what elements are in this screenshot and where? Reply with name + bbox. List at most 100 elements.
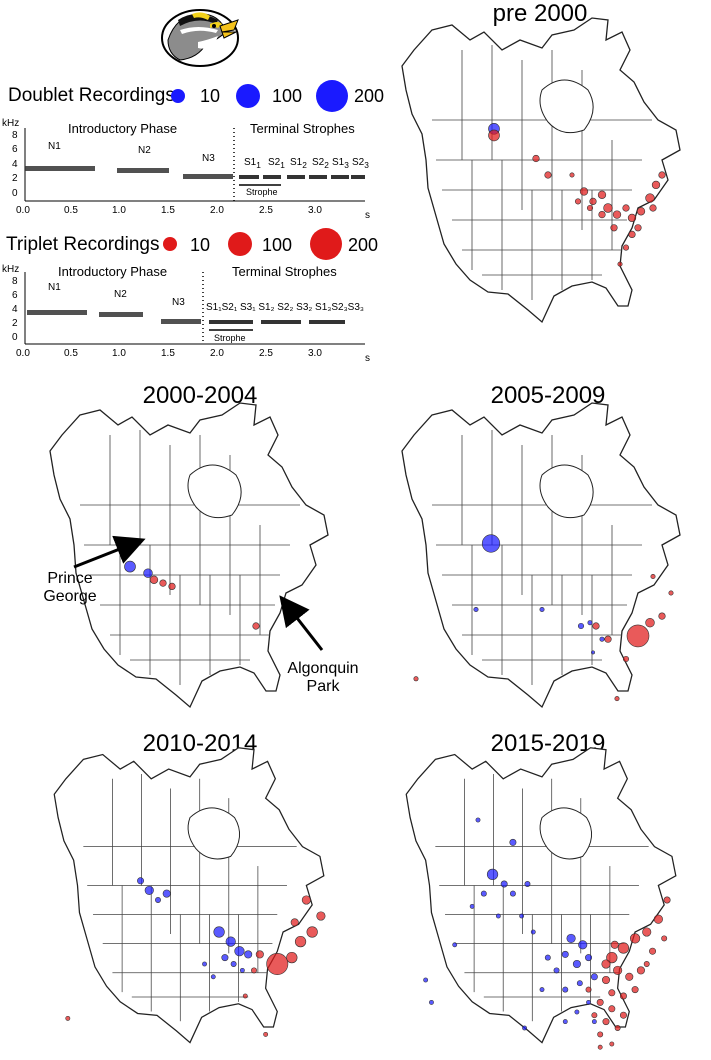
xtick: 1.0: [112, 205, 126, 216]
xtick: 0.5: [64, 348, 78, 359]
triplet-point: [252, 622, 260, 630]
triplet-point: [488, 129, 500, 142]
note-label: N3: [202, 153, 215, 164]
triplet-point: [653, 914, 663, 924]
triplet-point: [613, 965, 623, 975]
doublet-size-10: 10: [200, 86, 221, 106]
triplet-point: [651, 180, 661, 190]
strophe-label: S12: [290, 157, 307, 170]
strophe-label: S11: [244, 157, 261, 170]
strophe-word: Strophe: [246, 187, 278, 197]
triplet-point: [255, 950, 264, 959]
triplet-point: [606, 951, 618, 964]
triplet-point: [591, 1012, 598, 1019]
triplet-point: [619, 1011, 627, 1019]
triplet-point: [649, 204, 657, 212]
triplet-point: [622, 244, 630, 251]
triplet-point: [168, 582, 176, 590]
doublet-point: [230, 961, 237, 967]
doublet-point: [578, 940, 588, 950]
legend-circle-100: [228, 232, 252, 256]
legend-circle-200: [310, 228, 342, 260]
triplet-point: [544, 171, 552, 179]
doublet-point: [143, 568, 153, 578]
triplet-point: [643, 961, 650, 967]
continent-outline: [53, 747, 325, 1044]
triplet-point: [65, 1015, 71, 1021]
doublet-point: [562, 986, 569, 993]
triplet-point: [634, 224, 642, 232]
xtick: 1.5: [161, 205, 175, 216]
note-label: N1: [48, 282, 61, 293]
doublet-point: [519, 913, 525, 919]
triplet-point: [612, 210, 622, 219]
hudson-bay: [539, 464, 594, 519]
doublet-point: [234, 946, 245, 957]
hudson-bay: [187, 464, 242, 519]
xtick: 1.5: [161, 348, 175, 359]
doublet-point: [221, 954, 229, 962]
ytick: 6: [12, 144, 18, 155]
doublet-point: [155, 897, 161, 903]
doublet-legend-circles: [171, 80, 348, 112]
xtick: 1.0: [112, 348, 126, 359]
triplet-point: [597, 1031, 604, 1038]
map-pre2000: [401, 17, 681, 324]
triplet-point: [603, 203, 613, 213]
doublet-point: [480, 890, 487, 897]
triplet-point: [627, 213, 637, 223]
triplet-point: [301, 895, 311, 905]
xtick: 3.0: [308, 205, 322, 216]
doublet-point: [544, 954, 551, 961]
triplet-point: [579, 187, 589, 196]
xtick: 0.0: [16, 348, 30, 359]
triplet-point: [622, 204, 630, 212]
terminal-phase-label: Terminal Strophes: [250, 121, 355, 136]
doublet-point: [599, 636, 605, 642]
triplet-point: [617, 942, 630, 954]
triplet-size-200: 200: [348, 235, 379, 255]
ytick: 8: [12, 276, 18, 287]
triplet-point: [597, 1044, 603, 1050]
triplet-point: [532, 154, 540, 163]
xtick: 0.0: [16, 205, 30, 216]
triplet-point: [601, 975, 611, 985]
doublet-legend-title: Doublet Recordings: [8, 85, 175, 106]
triplet-point: [574, 198, 582, 205]
triplet-point: [610, 224, 618, 232]
strophe-label: S22: [312, 157, 329, 170]
doublet-point: [587, 620, 593, 626]
continent-outline: [401, 402, 681, 709]
doublet-size-100: 100: [272, 86, 303, 106]
ytick: 2: [12, 173, 18, 184]
doublet-point: [500, 880, 508, 888]
doublet-point: [239, 967, 245, 973]
xtick: 3.0: [308, 348, 322, 359]
triplet-point: [628, 230, 636, 238]
strophe-label: S13: [332, 157, 349, 170]
continent-outline: [49, 402, 329, 709]
doublet-point: [566, 933, 576, 943]
doublet-point: [213, 926, 225, 938]
doublet-point: [591, 650, 595, 655]
doublet-point: [509, 838, 517, 846]
ytick: 6: [12, 290, 18, 301]
triplet-legend-title: Triplet Recordings: [6, 234, 160, 255]
legend-circle-10: [171, 89, 185, 103]
prince-george-label: Prince George: [43, 570, 97, 605]
triplet-point: [658, 171, 666, 179]
triplet-point: [614, 696, 620, 702]
hudson-bay: [539, 807, 592, 860]
hudson-bay: [187, 807, 240, 860]
doublet-point: [591, 1019, 597, 1025]
doublet-point: [576, 980, 583, 987]
ytick: 0: [12, 188, 18, 199]
doublet-point: [210, 974, 216, 980]
triplet-point: [614, 1025, 621, 1031]
xunit: s: [365, 353, 370, 364]
doublet-point: [162, 889, 171, 898]
triplet-point: [569, 172, 575, 178]
triplet-spectrogram-plot: [24, 272, 365, 345]
triplet-point: [649, 947, 657, 955]
triplet-point: [609, 1041, 615, 1047]
